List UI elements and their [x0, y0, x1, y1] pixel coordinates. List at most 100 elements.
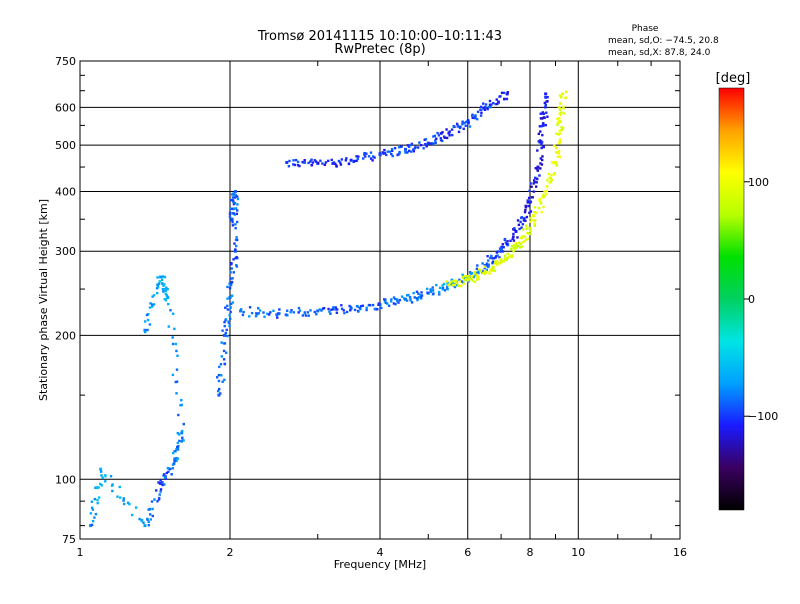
- echo-point: [176, 441, 180, 445]
- echo-point: [539, 202, 543, 205]
- echo-point: [398, 150, 401, 154]
- echo-point: [338, 161, 342, 164]
- echo-point: [100, 484, 103, 487]
- echo-point: [556, 117, 559, 121]
- echo-point: [445, 280, 449, 283]
- echo-point: [334, 162, 337, 166]
- echo-point: [313, 159, 316, 162]
- echo-point: [217, 373, 221, 377]
- echo-point: [128, 502, 131, 506]
- echo-point: [143, 524, 147, 528]
- echo-point: [398, 298, 402, 302]
- echo-point: [497, 100, 500, 103]
- echo-point: [384, 298, 387, 301]
- echo-point: [419, 143, 423, 147]
- echo-point: [558, 120, 562, 124]
- echo-point: [491, 257, 494, 260]
- echo-point: [397, 146, 401, 149]
- echo-point: [383, 151, 387, 155]
- echo-point: [340, 304, 343, 307]
- x-tick-label: 4: [377, 546, 384, 559]
- echo-point: [544, 92, 548, 96]
- echo-point: [161, 287, 165, 291]
- echo-point: [524, 224, 528, 227]
- echo-point: [510, 255, 514, 259]
- echo-point: [409, 143, 412, 147]
- echo-point: [234, 244, 238, 248]
- echo-point: [239, 309, 243, 313]
- echo-point: [313, 310, 316, 314]
- echo-point: [521, 223, 525, 226]
- echo-point: [177, 433, 181, 436]
- echo-point: [99, 482, 102, 486]
- echo-point: [534, 185, 538, 188]
- x-tick-label: 10: [571, 546, 585, 559]
- echo-point: [175, 459, 178, 463]
- echo-point: [438, 286, 442, 290]
- echo-point: [512, 246, 516, 249]
- echo-point: [97, 496, 101, 499]
- echo-point: [426, 291, 429, 294]
- echo-point: [171, 373, 175, 377]
- echo-point: [400, 145, 403, 148]
- echo-point: [477, 269, 481, 273]
- echo-point: [502, 91, 506, 95]
- echo-point: [462, 127, 465, 131]
- echo-point: [234, 194, 238, 197]
- echo-point: [226, 308, 229, 311]
- echo-point: [406, 144, 410, 147]
- echo-point: [426, 141, 430, 145]
- echo-point: [520, 245, 524, 248]
- echo-point: [126, 501, 130, 504]
- echo-point: [534, 167, 537, 170]
- echo-point: [441, 286, 445, 290]
- echo-point: [554, 161, 558, 164]
- echo-point: [149, 518, 153, 521]
- echo-point: [219, 363, 223, 366]
- echo-point: [161, 483, 164, 487]
- echo-point: [336, 308, 339, 311]
- echo-point: [390, 152, 393, 156]
- echo-point: [223, 362, 227, 366]
- echo-point: [349, 305, 352, 309]
- echo-point: [235, 209, 239, 212]
- echo-point: [142, 521, 145, 524]
- echo-point: [298, 164, 301, 168]
- echo-point: [460, 280, 464, 283]
- y-tick-label: 100: [55, 473, 76, 486]
- echo-point: [555, 146, 558, 149]
- echo-point: [536, 169, 540, 172]
- echo-point: [276, 316, 279, 319]
- echo-point: [163, 476, 167, 479]
- echo-point: [380, 306, 383, 310]
- echo-point: [448, 134, 451, 137]
- echo-point: [339, 163, 343, 166]
- echo-point: [423, 138, 426, 142]
- echo-point: [553, 173, 556, 176]
- echo-point: [545, 100, 548, 103]
- echo-point: [533, 224, 536, 227]
- echo-point: [525, 227, 528, 230]
- echo-point: [176, 445, 179, 449]
- echo-point: [513, 248, 516, 251]
- echo-point: [303, 312, 306, 315]
- echo-point: [442, 282, 446, 286]
- echo-point: [488, 99, 492, 103]
- y-tick-label: 500: [55, 139, 76, 152]
- echo-point: [159, 488, 163, 491]
- echo-point: [292, 311, 295, 314]
- echo-point: [513, 243, 516, 247]
- echo-point: [284, 313, 288, 316]
- echo-point: [458, 280, 462, 283]
- echo-point: [429, 290, 432, 293]
- echo-point: [181, 436, 184, 439]
- echo-point: [520, 216, 524, 219]
- echo-point: [438, 290, 441, 294]
- echo-point: [560, 96, 563, 99]
- echo-point: [502, 246, 505, 249]
- echo-point: [157, 282, 161, 285]
- echo-point: [340, 307, 344, 311]
- echo-point: [388, 150, 392, 153]
- echo-point: [409, 297, 412, 300]
